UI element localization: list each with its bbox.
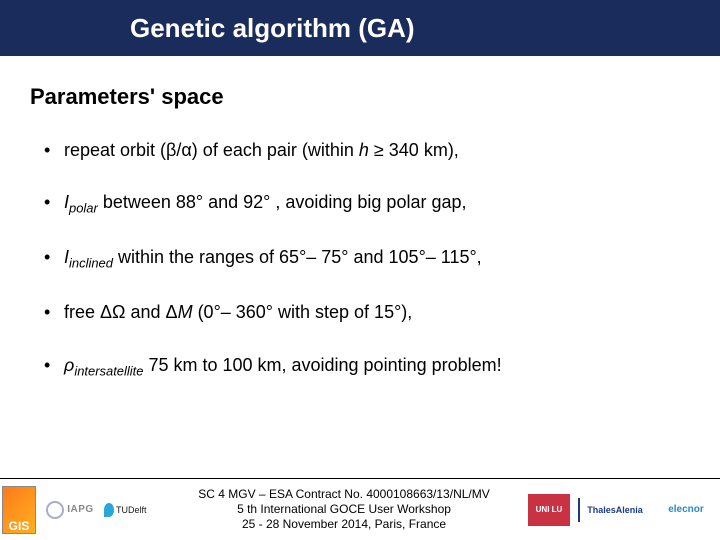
footer-line: 25 - 28 November 2014, Paris, France [160, 517, 528, 532]
bullet-text: free ΔΩ and Δ [64, 302, 178, 322]
footer: GIS IAPG TUDelft SC 4 MGV – ESA Contract… [0, 478, 720, 540]
thales-logo: ThalesAlenia [578, 498, 650, 522]
bullet-text: within the ranges of 65°– 75° and 105°– … [113, 247, 482, 267]
thales-logo-label: ThalesAlenia [587, 505, 643, 515]
flame-icon [104, 503, 114, 517]
section-heading: Parameters' space [30, 84, 690, 110]
tudelft-logo-label: TUDelft [116, 505, 147, 515]
iapg-logo: IAPG [40, 500, 100, 520]
list-item: ρintersatellite 75 km to 100 km, avoidin… [44, 353, 690, 380]
bullet-var: ρ [64, 355, 74, 375]
bullet-subscript: inclined [69, 256, 113, 271]
list-item: Ipolar between 88° and 92° , avoiding bi… [44, 190, 690, 217]
bullet-var: h [359, 140, 369, 160]
iapg-logo-label: IAPG [67, 504, 93, 515]
unilu-logo: UNI LU [528, 494, 570, 526]
bullet-subscript: polar [69, 201, 98, 216]
footer-logos-left: GIS IAPG TUDelft [0, 486, 160, 534]
slide-title: Genetic algorithm (GA) [130, 13, 415, 44]
unilu-logo-label: UNI LU [536, 505, 563, 514]
bullet-subscript: intersatellite [74, 363, 143, 378]
bullet-text: between 88° and 92° , avoiding big polar… [98, 192, 467, 212]
tudelft-logo: TUDelft [104, 500, 160, 520]
elecnor-logo: elecnor [658, 498, 714, 522]
list-item: repeat orbit (β/α) of each pair (within … [44, 138, 690, 162]
list-item: Iinclined within the ranges of 65°– 75° … [44, 245, 690, 272]
footer-text: SC 4 MGV – ESA Contract No. 4000108663/1… [160, 487, 528, 532]
list-item: free ΔΩ and ΔM (0°– 360° with step of 15… [44, 300, 690, 324]
bullet-text: repeat orbit (β/α) of each pair (within [64, 140, 359, 160]
content-area: Parameters' space repeat orbit (β/α) of … [0, 56, 720, 380]
bullet-text: ≥ 340 km), [369, 140, 459, 160]
bullet-text: (0°– 360° with step of 15°), [193, 302, 413, 322]
bullet-text: 75 km to 100 km, avoiding pointing probl… [143, 355, 501, 375]
bullet-list: repeat orbit (β/α) of each pair (within … [30, 138, 690, 380]
footer-line: SC 4 MGV – ESA Contract No. 4000108663/1… [160, 487, 528, 502]
gis-logo: GIS [2, 486, 36, 534]
title-bar: Genetic algorithm (GA) [0, 0, 720, 56]
footer-line: 5 th International GOCE User Workshop [160, 502, 528, 517]
bullet-var: M [178, 302, 193, 322]
elecnor-logo-label: elecnor [668, 504, 704, 515]
gis-logo-label: GIS [9, 519, 30, 533]
footer-logos-right: UNI LU ThalesAlenia elecnor [528, 494, 720, 526]
